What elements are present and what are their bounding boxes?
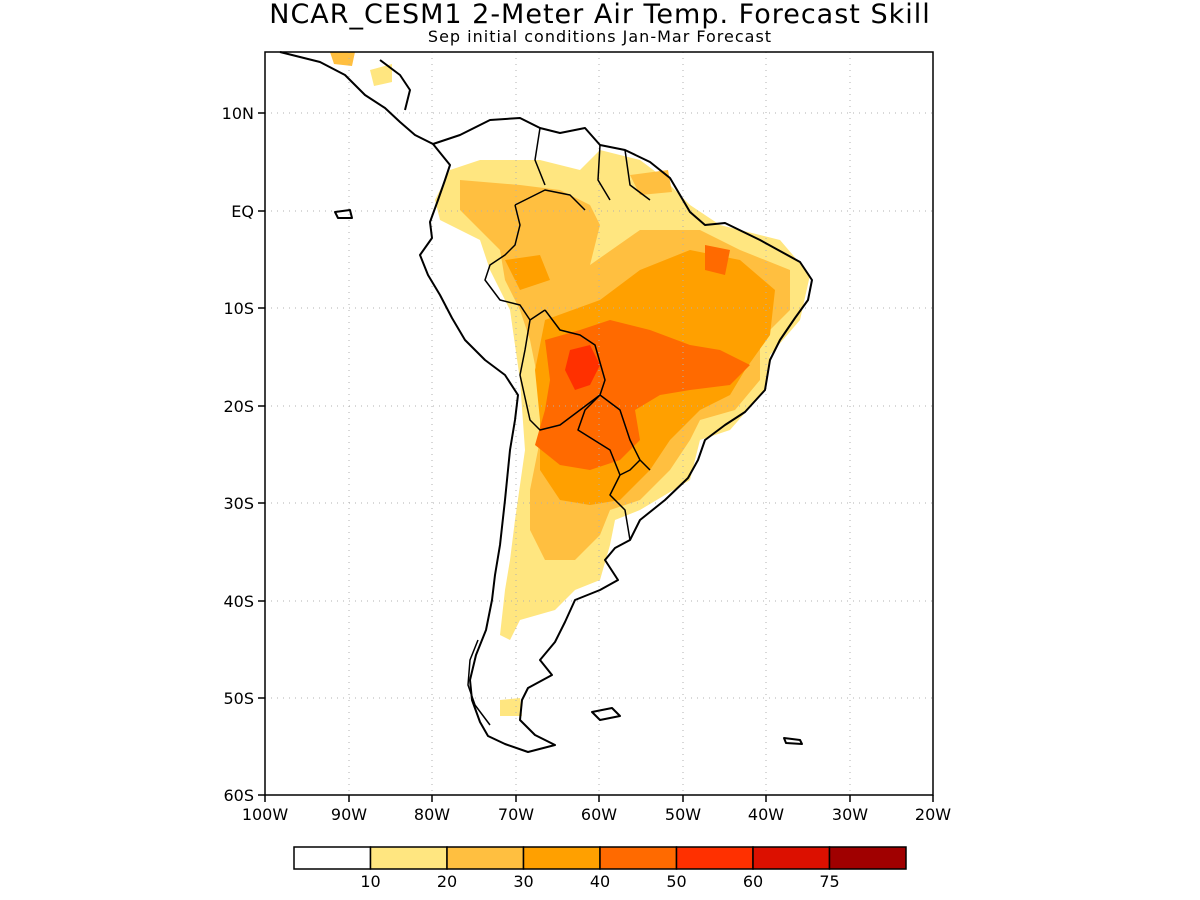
skill-region-50-60 [565, 345, 600, 390]
legend-label: 40 [590, 872, 610, 891]
skill-region-20-30-b [330, 52, 355, 66]
legend-label: 75 [819, 872, 839, 891]
legend-swatch [446, 846, 525, 870]
legend-swatch [752, 846, 831, 870]
skill-region-30-40-b [505, 255, 550, 290]
skill-region-10-20-c [370, 64, 392, 86]
legend-swatch [675, 846, 754, 870]
skill-region-40-50-b [705, 245, 730, 275]
chart-title: NCAR_CESM1 2-Meter Air Temp. Forecast Sk… [269, 0, 931, 30]
skill-region-10-20-b [500, 698, 522, 716]
lat-label: 50S [223, 689, 254, 708]
color-legend: 10 20 30 40 50 60 75 [293, 846, 907, 891]
lon-label: 100W [242, 805, 289, 824]
lat-label: EQ [231, 202, 254, 221]
legend-label: 50 [666, 872, 686, 891]
legend-swatch [599, 846, 678, 870]
lat-ticks [258, 112, 265, 796]
lon-label: 90W [331, 805, 367, 824]
lon-label: 30W [832, 805, 868, 824]
lon-label: 40W [748, 805, 784, 824]
legend-swatch [828, 846, 907, 870]
legend-label: 10 [360, 872, 380, 891]
chile-archipelago [467, 639, 491, 726]
lon-label: 60W [581, 805, 617, 824]
lon-label: 80W [414, 805, 450, 824]
country-borders [484, 127, 651, 541]
lon-label: 70W [498, 805, 534, 824]
galapagos [334, 209, 353, 219]
chart-subtitle: Sep initial conditions Jan-Mar Forecast [427, 27, 773, 46]
legend-label: 30 [513, 872, 533, 891]
lat-label: 20S [223, 397, 254, 416]
lon-labels: 100W 90W 80W 70W 60W 50W 40W 30W 20W [242, 805, 951, 824]
skill-region-20-30-c [630, 170, 672, 195]
south-georgia [783, 737, 803, 745]
legend-swatch [522, 846, 601, 870]
coastlines [279, 51, 813, 753]
lat-label: 40S [223, 592, 254, 611]
lat-label: 10N [222, 104, 254, 123]
south-america-outline [419, 117, 813, 753]
legend-swatch [369, 846, 448, 870]
lat-label: 30S [223, 494, 254, 513]
legend-swatch [293, 846, 372, 870]
central-america-north [379, 59, 411, 111]
lon-ticks [264, 795, 934, 802]
lat-label: 60S [223, 786, 254, 805]
legend-label: 60 [743, 872, 763, 891]
lon-label: 20W [915, 805, 951, 824]
falkland-islands [591, 707, 621, 721]
lat-label: 10S [223, 299, 254, 318]
lon-label: 50W [665, 805, 701, 824]
central-america-outline [279, 51, 434, 145]
legend-label: 20 [437, 872, 457, 891]
lat-labels: 10N EQ 10S 20S 30S 40S 50S 60S [222, 104, 254, 805]
